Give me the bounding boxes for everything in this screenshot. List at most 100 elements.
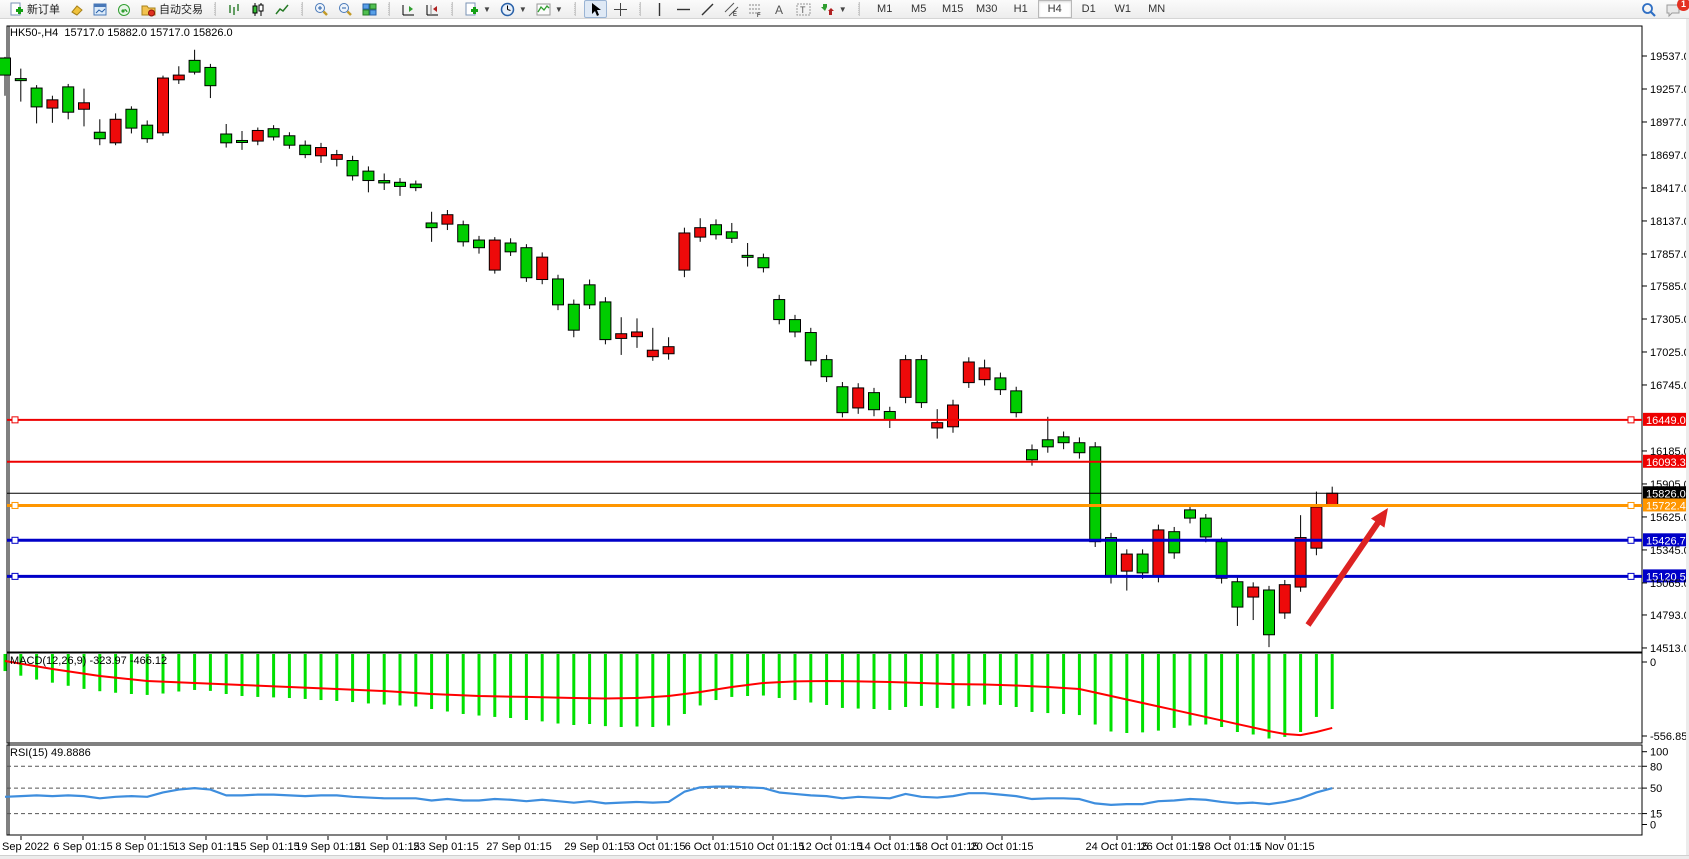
candlestick-chart-button[interactable] [248,1,269,17]
price-tick-label[interactable]: 16185.0 [1650,446,1689,458]
timeframe-button-W1[interactable]: W1 [1114,3,1131,15]
up-trend-arrow[interactable] [1305,517,1383,627]
line-handle[interactable] [11,536,19,544]
price-tick-label[interactable]: 17857.0 [1650,249,1689,261]
date-tick-label[interactable]: 6 Oct 01:15 [685,841,742,853]
timeframe-button-H4[interactable]: H4 [1037,0,1072,18]
timeframe-button-M30[interactable]: M30 [975,3,998,15]
price-tick-label[interactable]: 18697.0 [1650,150,1689,162]
date-tick-label[interactable]: 19 Sep 01:15 [295,841,360,853]
date-tick-label[interactable]: 6 Sep 01:15 [53,841,112,853]
candle-body [646,349,659,358]
price-tick-label[interactable]: 15625.0 [1650,512,1689,524]
chat-button[interactable]: 1 [1665,0,1689,18]
chart-ohlc-title: HK50-,H4 15717.0 15882.0 15717.0 15826.0 [10,27,233,39]
price-tick-label[interactable]: 16745.0 [1650,380,1689,392]
candle-body [457,224,470,243]
line-handle[interactable] [1627,416,1635,424]
date-tick-label[interactable]: 18 Oct 01:15 [916,841,979,853]
price-tick-label[interactable]: 15345.0 [1650,545,1689,557]
price-tick-label[interactable]: 19257.0 [1650,84,1689,96]
crosshair-tool-button[interactable] [610,1,631,17]
price-tick-label[interactable]: 15065.0 [1650,578,1689,590]
line-handle[interactable] [11,416,19,424]
horizontal-line-tool-button[interactable] [673,1,694,17]
price-tick-label[interactable]: 18137.0 [1650,216,1689,228]
zoom-out-button[interactable] [335,1,356,17]
line-chart-button[interactable] [272,1,293,17]
date-tick-label[interactable]: 14 Oct 01:15 [859,841,922,853]
macd-tick-label: 0 [1650,657,1656,669]
date-tick-label[interactable]: 1 Nov 01:15 [1255,841,1314,853]
bar-chart-button[interactable] [224,1,245,17]
timeframe-button-M5[interactable]: M5 [911,3,927,15]
candle-body [14,78,27,82]
new-chart-button[interactable]: ▼ [461,1,494,17]
date-tick-label[interactable]: 10 Oct 01:15 [742,841,805,853]
date-tick-label[interactable]: 26 Oct 01:15 [1141,841,1204,853]
price-tick-label[interactable]: 18417.0 [1650,183,1689,195]
date-tick-label[interactable]: 20 Oct 01:15 [971,841,1034,853]
date-tick-label[interactable]: 21 Sep 01:15 [354,841,419,853]
channel-tool-button[interactable]: E [721,1,742,17]
timeframe-button-M1[interactable]: M1 [877,3,893,15]
eraser-button[interactable] [66,1,87,17]
price-tick-label[interactable]: 14793.0 [1650,610,1689,622]
price-tick-label[interactable]: 17305.0 [1650,314,1689,326]
candle-body [631,331,643,338]
line-handle[interactable] [11,572,19,580]
indicators-button[interactable]: ▼ [533,1,566,17]
price-tick-label[interactable]: 18977.0 [1650,117,1689,129]
date-tick-label[interactable]: 29 Sep 01:15 [564,841,629,853]
zoom-out-icon [339,2,352,16]
timeframe-button-H1[interactable]: H1 [1013,3,1028,15]
horizontal-line-icon [676,8,690,10]
search-icon[interactable] [1641,2,1657,18]
candle-body [1057,436,1070,444]
date-tick-label[interactable]: 27 Sep 01:15 [486,841,551,853]
date-tick-label[interactable]: 23 Sep 01:15 [413,841,478,853]
candle-body [994,377,1007,391]
date-tick-label[interactable]: 24 Oct 01:15 [1086,841,1149,853]
price-tick-label[interactable]: 17025.0 [1650,347,1689,359]
text-tool-button[interactable]: A [769,1,790,17]
vertical-line-tool-button[interactable] [649,1,670,17]
timeframe-button-D1[interactable]: D1 [1081,3,1096,15]
date-tick-label[interactable]: 28 Oct 01:15 [1199,841,1262,853]
date-tick-label[interactable]: 3 Oct 01:15 [629,841,686,853]
date-tick-label[interactable]: 12 Oct 01:15 [800,841,863,853]
chart-window-button[interactable] [90,1,111,17]
fibonacci-tool-button[interactable]: F [745,1,766,17]
price-tick-label[interactable]: 19537.0 [1650,51,1689,63]
chart-shift-button[interactable] [422,1,443,17]
date-tick-label[interactable]: 8 Sep 01:15 [115,841,174,853]
tile-windows-button[interactable] [359,1,380,17]
panel-frame-0 [6,25,1643,653]
price-tick-label[interactable]: 14513.0 [1650,643,1689,655]
line-handle[interactable] [1627,501,1635,509]
autotrade-button[interactable]: 自动交易 [138,1,206,17]
line-handle[interactable] [11,501,19,509]
line-handle[interactable] [1627,536,1635,544]
candle-body [552,278,564,306]
new-order-button[interactable]: 新订单 [6,1,63,17]
date-tick-label[interactable]: 2 Sep 2022 [0,841,49,853]
up-trend-arrow-head[interactable] [1370,508,1388,528]
auto-scroll-button[interactable] [398,1,419,17]
period-button[interactable]: ▼ [497,1,530,17]
price-tick-label[interactable]: 17585.0 [1650,281,1689,293]
timeframe-button-M15[interactable]: M15 [941,3,964,15]
signals-button[interactable] [114,1,135,17]
zoom-in-button[interactable] [311,1,332,17]
price-tick-label[interactable]: 15905.0 [1650,479,1689,491]
trend-line-tool-button[interactable] [697,1,718,17]
cursor-tool-button[interactable] [583,0,607,18]
date-tick-label[interactable]: 13 Sep 01:15 [173,841,238,853]
text-label-tool-button[interactable]: T [793,1,814,17]
timeframe-button-MN[interactable]: MN [1148,3,1166,15]
date-tick-label[interactable]: 15 Sep 01:15 [234,841,299,853]
line-handle[interactable] [1627,572,1635,580]
candle-body [836,386,849,414]
arrows-tool-button[interactable]: ▼ [817,1,850,17]
